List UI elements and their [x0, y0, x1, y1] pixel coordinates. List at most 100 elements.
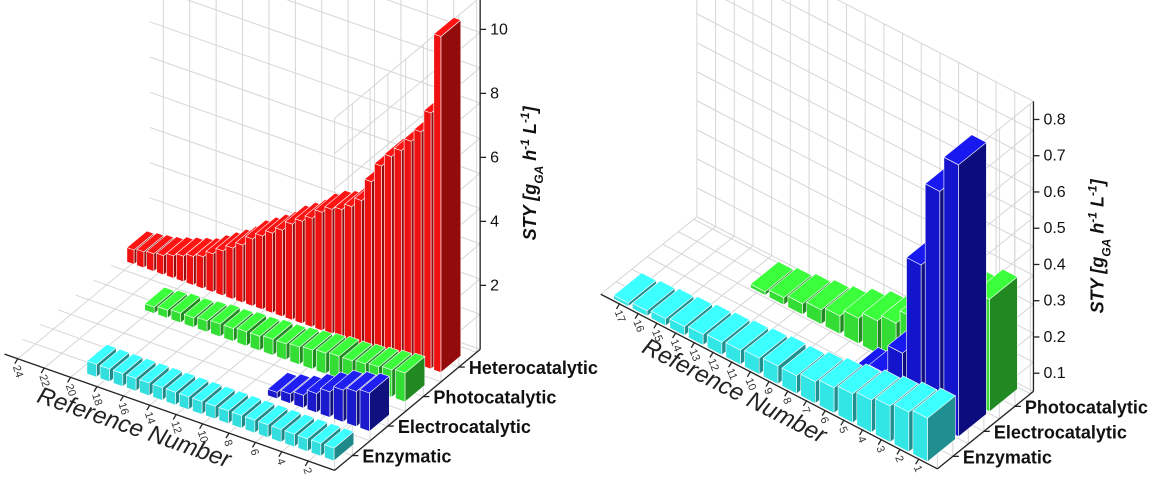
x-axis-line	[4, 353, 335, 471]
bar-top	[323, 427, 355, 449]
bar-top	[267, 372, 298, 393]
x-tick-label: 12	[168, 420, 183, 435]
x-tick-label: 10	[195, 429, 210, 444]
bar-top	[152, 367, 183, 388]
grid-line	[781, 0, 1034, 131]
category-label: Enzymatic	[362, 447, 451, 467]
bar-top	[346, 371, 377, 392]
bar-side	[989, 276, 1018, 413]
x-tick-mark	[728, 361, 733, 368]
x-tick-label: 24	[10, 364, 25, 379]
y-tick-label: 0.3	[1043, 293, 1065, 310]
bar-top	[837, 363, 882, 395]
bar-top	[762, 335, 807, 367]
bar-front	[265, 230, 273, 314]
bar-front	[893, 404, 910, 453]
bar-top	[271, 409, 302, 430]
bar-top	[210, 303, 241, 325]
bar-front	[146, 250, 155, 272]
y-axis-label-part: L	[520, 123, 540, 139]
bar-front	[314, 209, 323, 332]
bar-top	[126, 230, 155, 251]
y-axis-label-part: L	[1087, 196, 1107, 212]
y-axis-label-part: -1	[1085, 185, 1099, 196]
y-axis-label-part: -1	[518, 139, 532, 150]
bar-top	[196, 300, 228, 322]
bar-top	[744, 327, 788, 359]
x-tick-mark	[278, 451, 283, 458]
x-tick-mark	[915, 458, 920, 465]
bar-top	[112, 353, 144, 375]
x-tick-label: 12	[705, 357, 721, 373]
bar-top	[136, 232, 165, 253]
bar-top	[165, 372, 196, 393]
y-tick-label: 0.7	[1043, 148, 1065, 165]
y-tick-label: 6	[490, 149, 499, 166]
y-tick-label: 10	[490, 21, 508, 38]
x-tick-mark	[802, 400, 808, 407]
x-tick-label: 8	[221, 438, 234, 448]
bar-top	[257, 404, 289, 426]
bar-top	[310, 423, 342, 444]
bar-top	[183, 297, 215, 319]
bar-top	[218, 390, 249, 412]
bar-top	[333, 369, 364, 391]
category-label: Electrocatalytic	[398, 417, 531, 437]
x-tick-label: 8	[780, 396, 793, 406]
bar-front	[333, 386, 344, 423]
x-tick-label: 10	[743, 376, 759, 392]
bar-front	[215, 248, 224, 297]
bar-top	[874, 375, 919, 407]
bar	[359, 372, 390, 433]
bar-top	[284, 413, 315, 435]
bar-top	[342, 340, 373, 362]
bar-top	[800, 351, 844, 383]
y-axis-label: STY [gGA h-1 L-1]	[1085, 178, 1113, 313]
bar-top	[768, 267, 813, 299]
bar-top	[244, 399, 276, 421]
bar-front	[423, 110, 432, 370]
y-tick-label: 0.5	[1043, 220, 1065, 237]
bar-top	[394, 352, 426, 374]
bars	[613, 134, 1018, 463]
bar-front	[294, 218, 303, 325]
bar-top	[178, 376, 210, 398]
x-tick-label: 18	[89, 392, 104, 407]
bar-front	[302, 346, 313, 370]
y-axis-label-part: ]	[1087, 178, 1107, 187]
x-tick-label: 9	[761, 386, 774, 396]
category-label: Electrocatalytic	[994, 422, 1127, 442]
x-tick-label: 15	[649, 328, 665, 344]
x-tick-mark	[784, 390, 789, 397]
bar-side	[440, 19, 462, 374]
bar-top	[231, 395, 262, 416]
bar-top	[818, 357, 863, 389]
series-electrocatalytic	[267, 369, 390, 433]
bar-top	[236, 311, 267, 333]
x-tick-label: 16	[630, 318, 646, 334]
bar-front	[324, 206, 333, 335]
bar-top	[289, 326, 320, 348]
bar-top	[144, 286, 175, 308]
bar-top	[86, 344, 117, 365]
series-enzymatic	[613, 272, 956, 463]
y-tick-label: 2	[490, 277, 499, 294]
bar	[323, 427, 355, 462]
bar-front	[255, 233, 264, 311]
bar	[178, 376, 210, 411]
bar-front	[306, 389, 318, 414]
bars	[86, 17, 462, 462]
x-tick-mark	[119, 395, 124, 402]
x-tick-label: 2	[300, 466, 313, 476]
bar-front	[344, 203, 353, 342]
bar-front	[126, 247, 135, 265]
series-enzymatic	[86, 344, 355, 462]
y-tick-label: 0.8	[1043, 111, 1065, 128]
x-tick-mark	[93, 386, 98, 392]
bar	[433, 17, 462, 374]
bar-front	[354, 197, 363, 346]
x-tick-mark	[821, 410, 826, 416]
x-tick-label: 16	[116, 401, 131, 416]
x-tick-mark	[67, 376, 72, 383]
bar-top	[223, 308, 254, 329]
